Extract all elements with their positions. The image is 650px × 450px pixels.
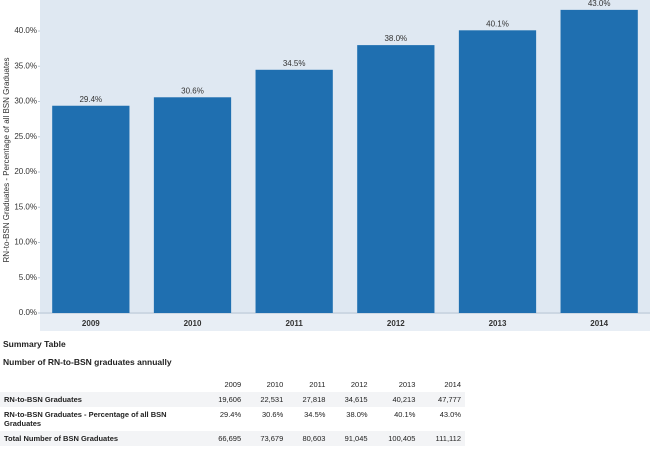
summary-title: Summary Table (3, 339, 66, 349)
table-cell: 30.6% (262, 410, 284, 419)
plot-background (40, 0, 650, 331)
table-row: RN-to-BSN Graduates - Percentage of all … (0, 407, 465, 431)
y-tick-label: 30.0% (14, 97, 37, 106)
table-cell: 73,679 (260, 434, 284, 443)
table-cell: 80,603 (302, 434, 326, 443)
table-cell: 40,213 (392, 395, 416, 404)
x-tick-label: 2014 (590, 319, 608, 328)
x-tick-label: 2010 (184, 319, 202, 328)
y-axis-title: RN-to-BSN Graduates - Percentage of all … (2, 58, 11, 263)
y-tick-label: 5.0% (19, 273, 37, 282)
row-label: RN-to-BSN Graduates - Percentage of all … (4, 410, 167, 428)
table-cell: 19,606 (218, 395, 242, 404)
chart: RN-to-BSN Graduates - Percentage of all … (2, 0, 650, 331)
table-header: 2009 2010 2011 2012 2013 2014 (0, 377, 465, 392)
table-cell: 34.5% (304, 410, 326, 419)
table-cell: 27,818 (302, 395, 326, 404)
table-cell: 47,777 (438, 395, 461, 404)
x-tick-label: 2013 (489, 319, 507, 328)
table-cell: 91,045 (344, 434, 368, 443)
data-label: 43.0% (588, 0, 611, 8)
bar (458, 30, 537, 314)
bar (560, 9, 638, 313)
summary-subtitle: Number of RN-to-BSN graduates annually (3, 357, 172, 367)
table-row: RN-to-BSN Graduates 19,606 22,531 27,818 34,… (0, 392, 465, 407)
y-tick-label: 35.0% (14, 61, 37, 70)
summary-table: 2009 2010 2011 2012 2013 2014 RN-to-BSN Gradu… (0, 377, 465, 446)
row-label: Total Number of BSN Graduates (4, 434, 119, 443)
table-cell: 100,405 (388, 434, 416, 443)
y-tick-label: 10.0% (14, 238, 37, 247)
data-label: 40.1% (486, 19, 509, 28)
y-tick-label: 25.0% (14, 132, 37, 141)
bar (357, 45, 435, 313)
y-tick-label: 0.0% (19, 308, 37, 317)
bar (153, 97, 232, 313)
y-tick-label: 20.0% (14, 167, 37, 176)
header-cell (0, 377, 203, 392)
table-cell: 29.4% (219, 410, 242, 419)
x-axis-band (40, 314, 650, 331)
y-tick-label: 40.0% (14, 26, 37, 35)
table-cell: 40.1% (394, 410, 416, 419)
x-tick-label: 2012 (387, 319, 405, 328)
table-cell: 34,615 (344, 395, 368, 404)
header-cell: 2012 (350, 380, 368, 389)
header-cell: 2013 (398, 380, 416, 389)
table-cell: 66,695 (218, 434, 242, 443)
bar (255, 69, 333, 313)
bar (52, 105, 130, 313)
row-label: RN-to-BSN Graduates (4, 395, 82, 404)
data-label: 38.0% (384, 34, 407, 43)
table-cell: 111,112 (435, 434, 461, 443)
table-cell: 38.0% (346, 410, 368, 419)
header-cell: 2014 (444, 380, 461, 389)
data-label: 30.6% (181, 86, 204, 95)
data-label: 34.5% (283, 59, 306, 68)
x-tick-label: 2009 (82, 319, 100, 328)
y-tick-label: 15.0% (14, 202, 37, 211)
table-cell: 22,531 (260, 395, 284, 404)
header-cell: 2009 (224, 380, 242, 389)
table-cell: 43.0% (439, 410, 461, 419)
table-row: Total Number of BSN Graduates 66,695 73,67… (0, 431, 465, 446)
header-cell: 2010 (266, 380, 284, 389)
x-tick-label: 2011 (285, 319, 303, 328)
data-label: 29.4% (79, 95, 102, 104)
header-cell: 2011 (309, 380, 326, 389)
